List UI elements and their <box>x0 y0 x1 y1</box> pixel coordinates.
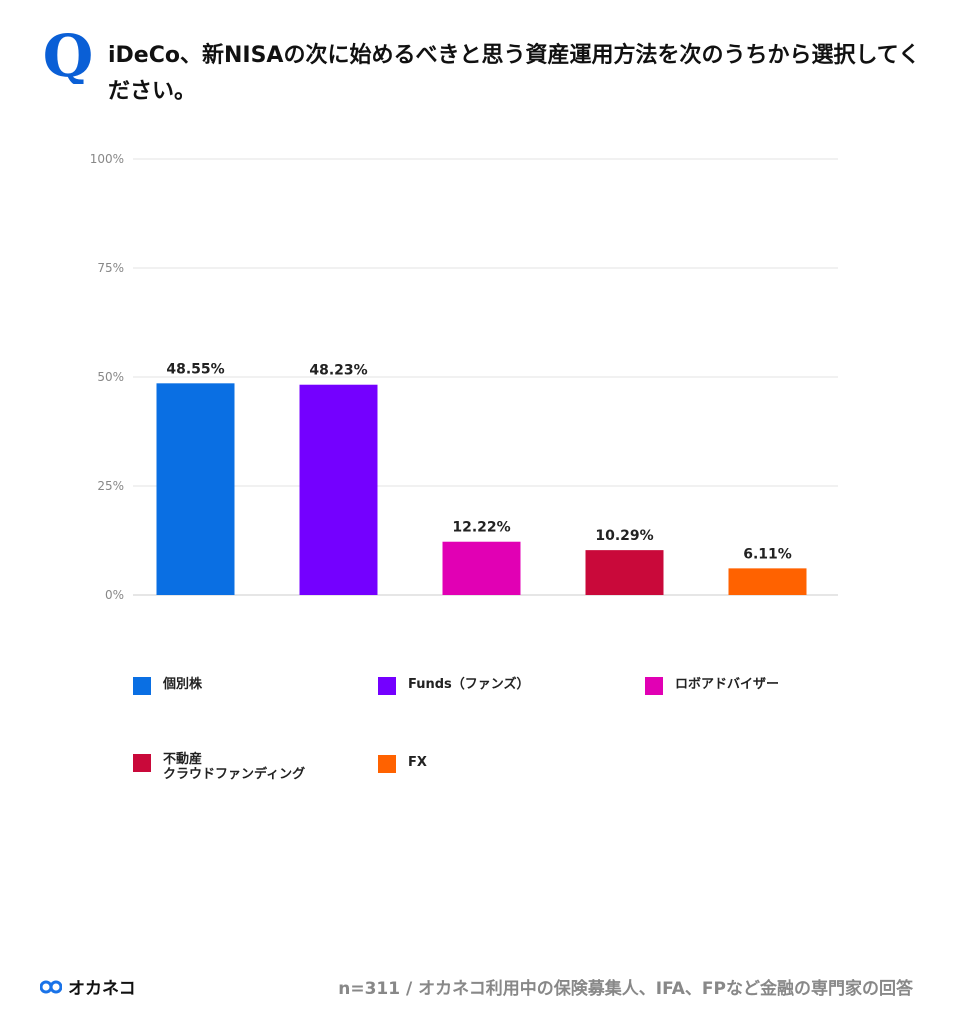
question-q-icon: Q <box>43 28 94 84</box>
legend-label-line1: 不動産 <box>163 752 203 767</box>
y-tick-label: 25% <box>97 479 124 493</box>
bar <box>299 384 378 595</box>
svg-text:Q: Q <box>43 28 94 84</box>
data-label: 10.29% <box>595 528 653 544</box>
logo-text: オカネコ <box>68 979 136 999</box>
legend-label-line2: クラウドファンディング <box>163 767 306 782</box>
okaneko-logo-icon <box>40 980 62 993</box>
y-tick-label: 0% <box>105 588 124 602</box>
legend-label: Funds（ファンズ） <box>408 677 530 692</box>
data-label: 6.11% <box>743 546 792 562</box>
legend-item-roboadvisor: ロボアドバイザー <box>645 677 779 695</box>
bar <box>585 550 664 595</box>
legend-swatch <box>378 755 396 773</box>
legend-swatch <box>645 677 663 695</box>
y-tick-label: 50% <box>97 370 124 384</box>
bar <box>728 568 807 595</box>
legend-item-kobetsukabu: 個別株 <box>133 677 202 695</box>
legend-item-fx: FX <box>378 755 427 773</box>
footer-note: n=311 / オカネコ利用中の保険募集人、IFA、FPなど金融の専門家の回答 <box>338 979 913 999</box>
y-tick-label: 75% <box>97 261 124 275</box>
data-label: 48.23% <box>309 363 367 379</box>
data-label: 48.55% <box>166 361 224 377</box>
legend-label: ロボアドバイザー <box>675 677 780 692</box>
legend-label: 個別株 <box>163 677 203 692</box>
legend-item-funds: Funds（ファンズ） <box>378 677 530 695</box>
data-label: 12.22% <box>452 520 510 536</box>
legend-item-real-estate-crowdfunding: 不動産 クラウドファンディング <box>133 752 305 782</box>
question-title: iDeCo、新NISAの次に始めるべきと思う資産運用方法を次のうちから選択してく… <box>108 43 921 104</box>
bar <box>442 541 521 595</box>
y-tick-label: 100% <box>90 152 124 166</box>
legend-swatch <box>378 677 396 695</box>
legend-label: FX <box>408 755 427 770</box>
bar-chart: 0% 25% 50% 75% 100% 48.55% 48.23% 12.22% 10.29% 6… <box>90 152 838 602</box>
legend-swatch <box>133 677 151 695</box>
legend-swatch <box>133 754 151 772</box>
bar <box>156 383 235 595</box>
okaneko-logo: オカネコ <box>40 974 136 999</box>
